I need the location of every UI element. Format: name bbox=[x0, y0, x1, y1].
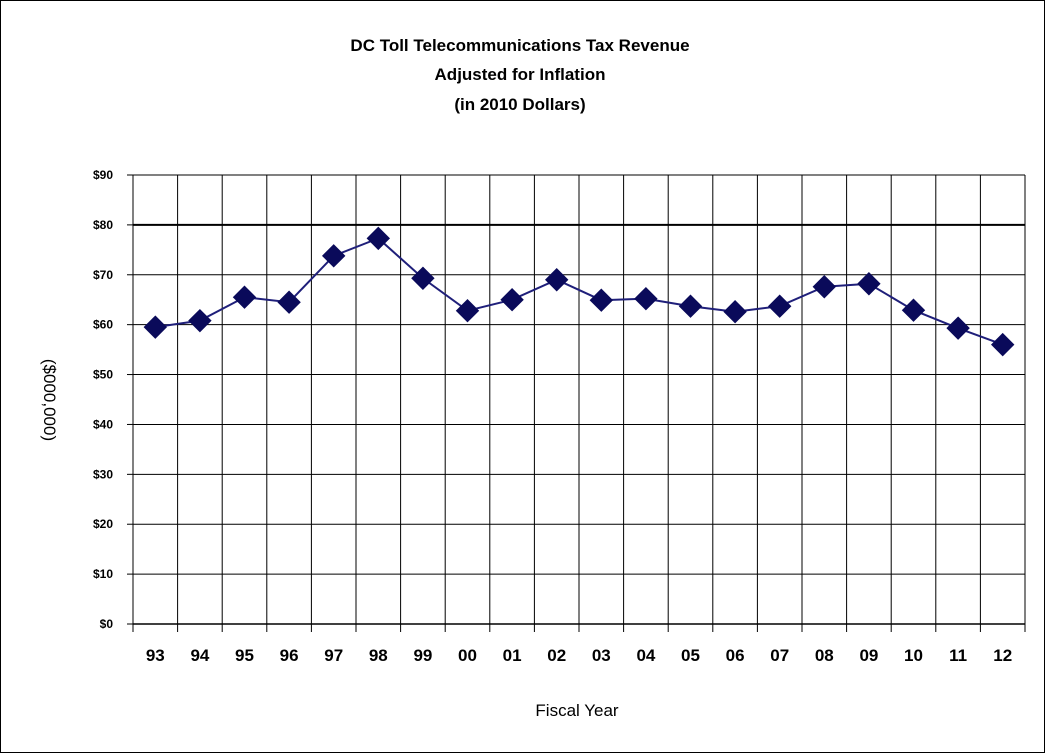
x-tick-label: 95 bbox=[235, 646, 254, 665]
x-tick-label: 99 bbox=[413, 646, 432, 665]
x-tick-label: 94 bbox=[190, 646, 209, 665]
x-tick-label: 08 bbox=[815, 646, 834, 665]
y-tick-label: $80 bbox=[93, 218, 113, 232]
y-tick-label: $60 bbox=[93, 318, 113, 332]
y-tick-label: $90 bbox=[93, 168, 113, 182]
data-point-marker bbox=[411, 266, 435, 290]
x-tick-label: 98 bbox=[369, 646, 388, 665]
series-markers bbox=[143, 226, 1015, 357]
x-tick-label: 00 bbox=[458, 646, 477, 665]
y-tick-label: $40 bbox=[93, 417, 113, 431]
y-axis-label: ($000,000) bbox=[40, 359, 59, 441]
x-axis-label: Fiscal Year bbox=[535, 701, 618, 720]
x-tick-label: 02 bbox=[547, 646, 566, 665]
y-axis-ticks: $0 $10 $20 $30 $40 $50 $60 $70 $80 $90 bbox=[93, 168, 113, 631]
x-tick-label: 11 bbox=[949, 646, 967, 665]
data-point-marker bbox=[857, 272, 881, 296]
data-point-marker bbox=[321, 244, 346, 268]
data-point-marker bbox=[366, 226, 391, 251]
x-tick-label: 04 bbox=[636, 646, 655, 665]
y-tick-label: $20 bbox=[93, 517, 113, 531]
data-point-marker bbox=[812, 275, 837, 299]
data-point-marker bbox=[455, 298, 480, 323]
x-tick-label: 12 bbox=[993, 646, 1012, 665]
data-point-marker bbox=[767, 294, 792, 318]
y-tick-label: $10 bbox=[93, 567, 113, 581]
y-tick-label: $30 bbox=[93, 467, 113, 481]
x-tick-label: 05 bbox=[681, 646, 700, 665]
data-point-marker bbox=[277, 290, 301, 314]
x-tick-label: 96 bbox=[280, 646, 299, 665]
y-tick-label: $50 bbox=[93, 368, 113, 382]
x-tick-label: 09 bbox=[859, 646, 878, 665]
data-point-marker bbox=[188, 308, 212, 333]
data-point-marker bbox=[143, 315, 168, 339]
y-tick-label: $0 bbox=[100, 617, 114, 631]
data-point-marker bbox=[678, 294, 703, 318]
x-tick-label: 01 bbox=[503, 646, 522, 665]
chart-title-line-3: (in 2010 Dollars) bbox=[454, 95, 585, 114]
data-point-marker bbox=[946, 316, 970, 340]
x-tick-label: 97 bbox=[324, 646, 343, 665]
data-point-marker bbox=[723, 299, 747, 324]
chart-title: DC Toll Telecommunications Tax Revenue A… bbox=[350, 36, 689, 114]
data-point-marker bbox=[544, 268, 569, 292]
data-point-marker bbox=[500, 288, 524, 312]
plot-grid bbox=[127, 174, 1026, 632]
x-tick-label: 10 bbox=[904, 646, 923, 665]
data-point-marker bbox=[901, 298, 926, 322]
x-tick-label: 03 bbox=[592, 646, 611, 665]
data-point-marker bbox=[634, 287, 658, 311]
y-tick-label: $70 bbox=[93, 268, 113, 282]
x-tick-label: 06 bbox=[726, 646, 745, 665]
x-axis-ticks: 93 94 95 96 97 98 99 00 01 02 03 04 05 06 07 08 09 10 11 12 bbox=[146, 646, 1012, 665]
chart-title-line-2: Adjusted for Inflation bbox=[435, 65, 606, 84]
x-tick-label: 07 bbox=[770, 646, 789, 665]
data-point-marker bbox=[589, 288, 614, 312]
data-point-marker bbox=[990, 332, 1015, 357]
x-tick-label: 93 bbox=[146, 646, 165, 665]
chart-title-line-1: DC Toll Telecommunications Tax Revenue bbox=[350, 36, 689, 55]
data-point-marker bbox=[232, 285, 257, 309]
